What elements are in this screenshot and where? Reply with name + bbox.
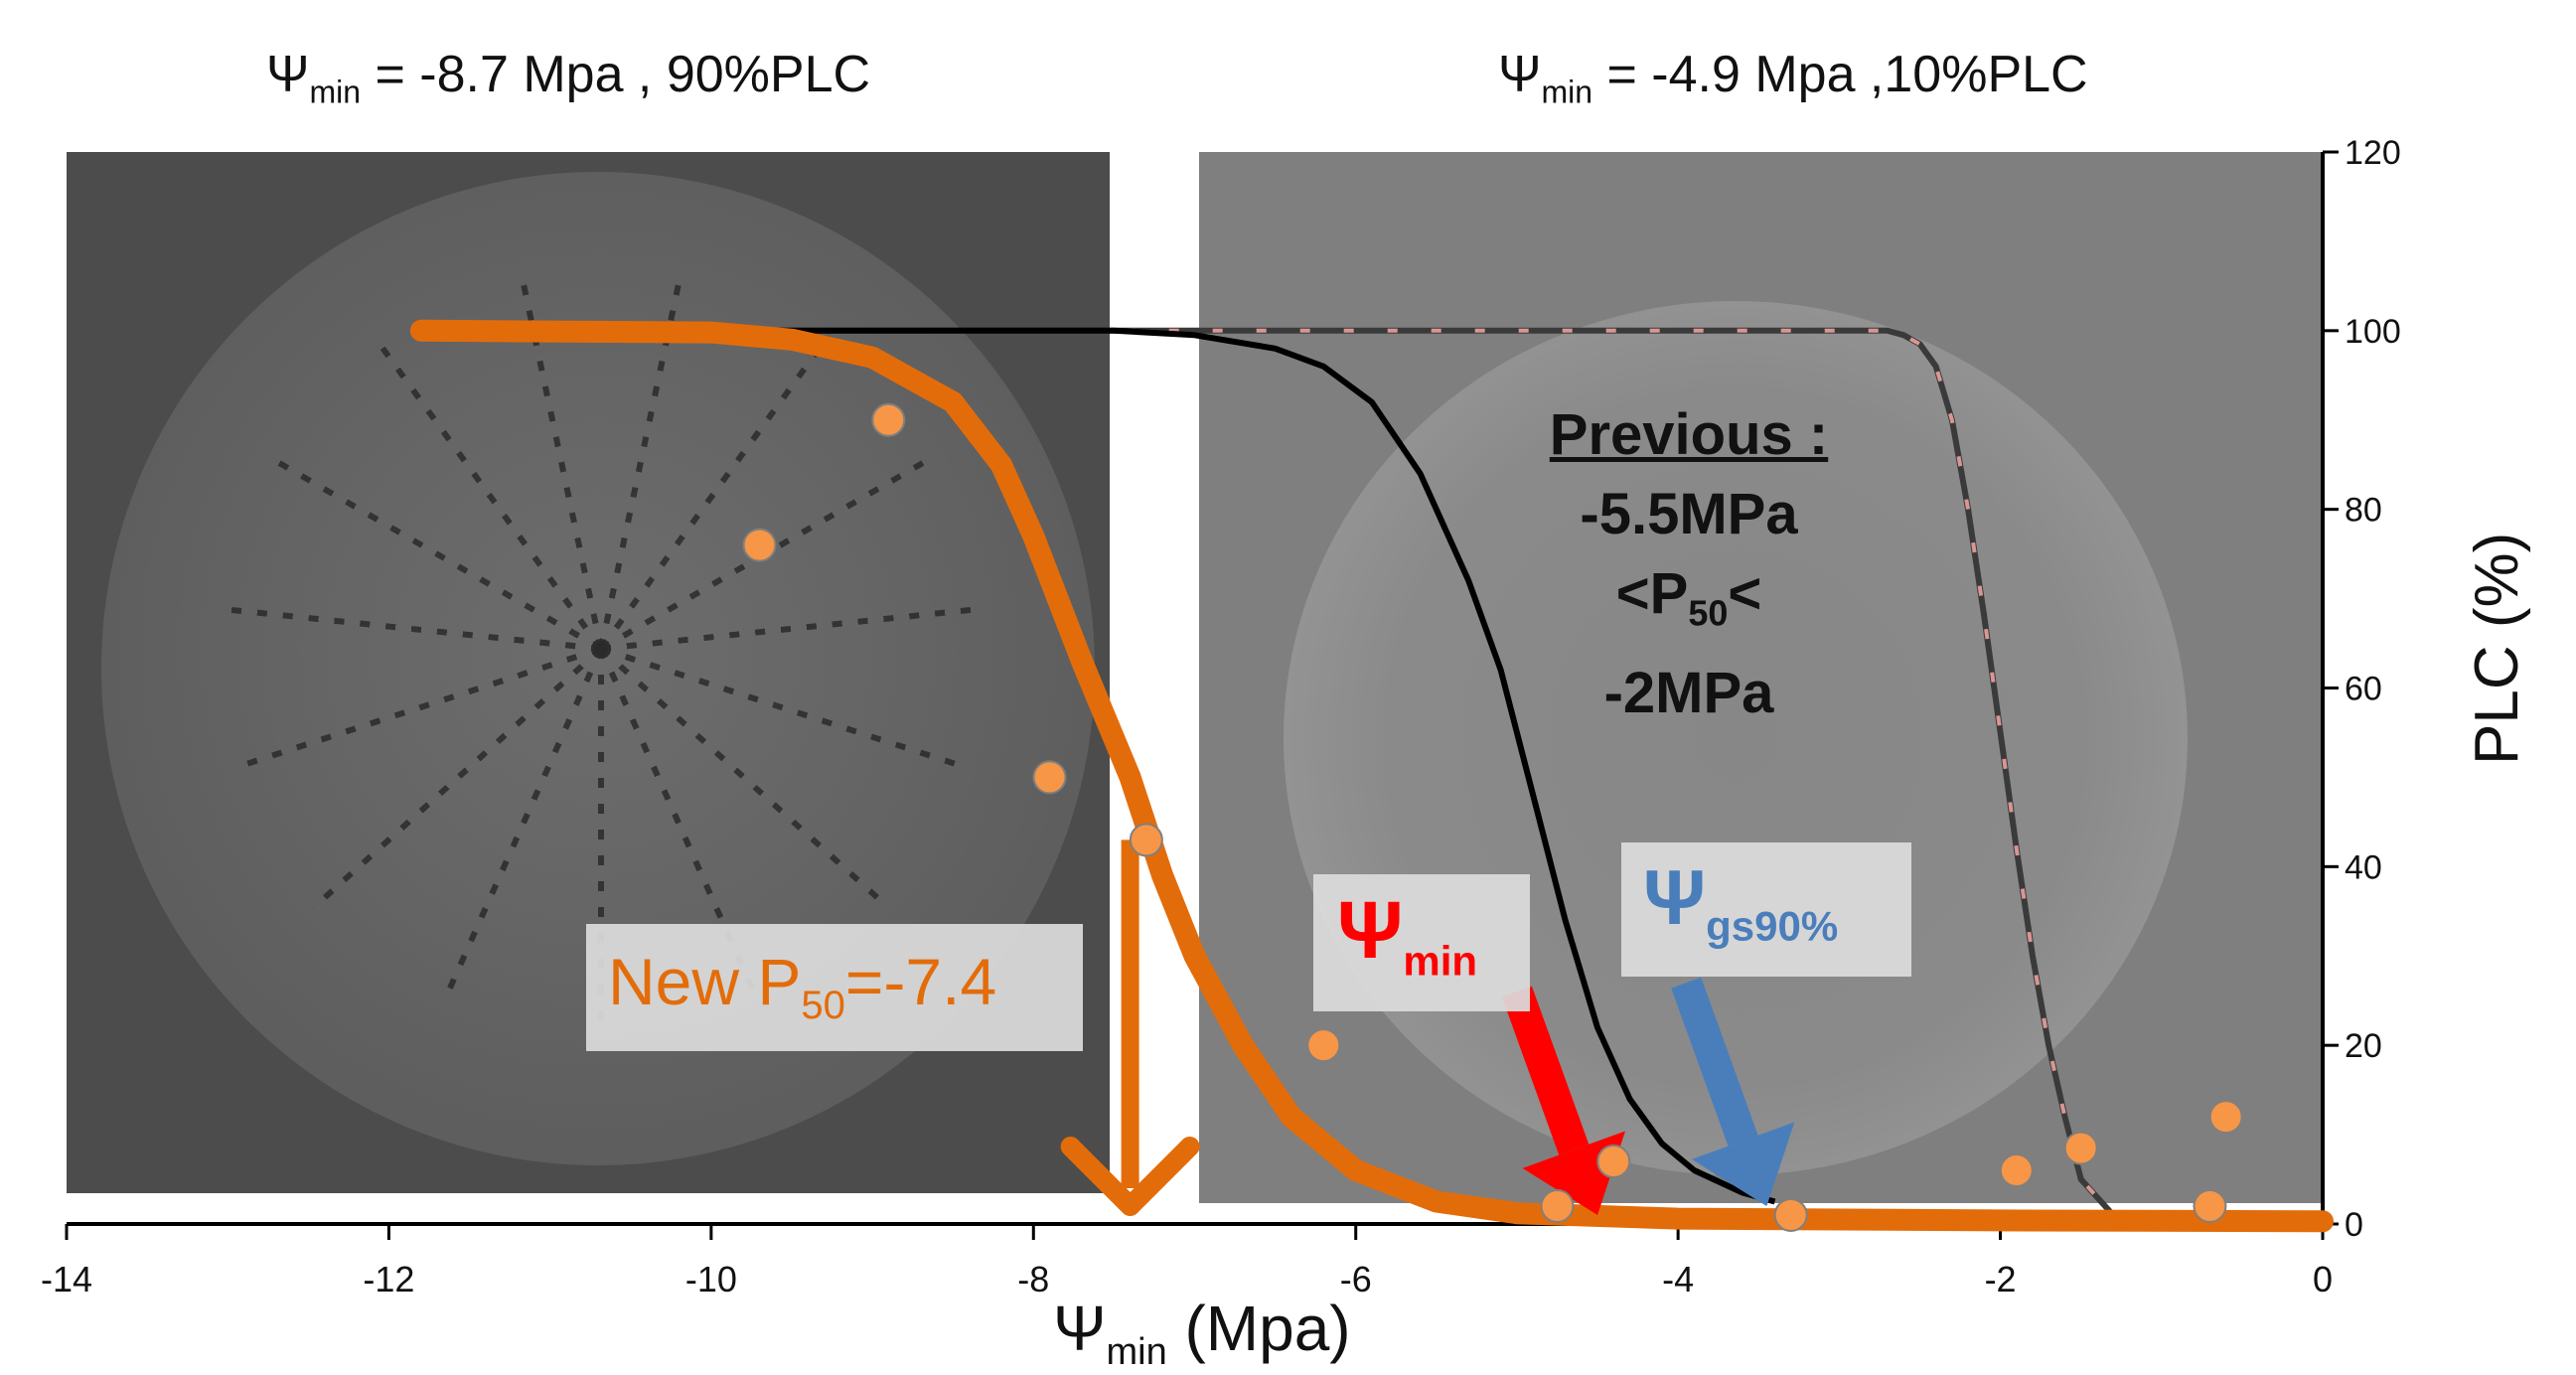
data-point bbox=[1306, 1028, 1341, 1063]
x-tick-label: -4 bbox=[1662, 1259, 1694, 1299]
psi-min-symbol: Ψ bbox=[1337, 885, 1404, 976]
vulnerability-curve-black bbox=[775, 327, 1776, 1205]
y-tick-label: 0 bbox=[2345, 1206, 2363, 1244]
caption-left-text: = -8.7 Mpa , 90%PLC bbox=[361, 46, 871, 103]
previous-p50-annotation: Previous : -5.5MPa <P50< -2MPa bbox=[1480, 395, 1897, 733]
psi-min-annotation: Ψmin bbox=[1313, 874, 1530, 1011]
vessel-ray bbox=[598, 649, 604, 1036]
x-axis-title: Ψmin (Mpa) bbox=[1053, 1292, 1351, 1374]
psi-min-sub: min bbox=[1403, 937, 1478, 985]
psi-gs90-arrow bbox=[1671, 977, 1758, 1146]
new-p50-value: =-7.4 bbox=[844, 945, 997, 1018]
x-tick-label: -8 bbox=[1017, 1259, 1049, 1299]
data-point bbox=[742, 528, 777, 562]
new-p50-annotation: New P50=-7.4 bbox=[586, 924, 1083, 1051]
x-tick-label: -10 bbox=[685, 1259, 737, 1299]
x-axis-title-symbol: Ψ bbox=[1053, 1293, 1107, 1364]
previous-title: Previous : bbox=[1549, 402, 1829, 467]
psi-gs90-arrow-head bbox=[1691, 1122, 1795, 1207]
xylem-cross-section-image-right bbox=[1199, 152, 2322, 1203]
caption-left: Ψmin = -8.7 Mpa , 90%PLC bbox=[266, 45, 870, 110]
new-p50-sub: 50 bbox=[801, 984, 845, 1028]
previous-line2-sub: 50 bbox=[1688, 592, 1729, 634]
x-axis-title-sub: min bbox=[1106, 1330, 1167, 1373]
previous-line1: -5.5MPa bbox=[1580, 482, 1798, 546]
x-tick-label: -6 bbox=[1340, 1259, 1372, 1299]
x-tick-label: -14 bbox=[41, 1259, 92, 1299]
data-point bbox=[1999, 1153, 2034, 1188]
x-tick-label: -2 bbox=[1985, 1259, 2017, 1299]
y-axis-title: PLC (%) bbox=[2463, 532, 2531, 765]
caption-right-symbol: Ψ bbox=[1498, 46, 1542, 103]
x-axis-title-unit: (Mpa) bbox=[1166, 1293, 1351, 1364]
data-point bbox=[1773, 1198, 1808, 1233]
y-tick-label: 20 bbox=[2345, 1027, 2382, 1065]
caption-right-text: = -4.9 Mpa ,10%PLC bbox=[1592, 46, 2088, 103]
y-tick-label: 100 bbox=[2345, 313, 2401, 351]
data-point bbox=[2208, 1100, 2243, 1135]
data-point bbox=[2193, 1189, 2227, 1224]
caption-right: Ψmin = -4.9 Mpa ,10%PLC bbox=[1498, 45, 2088, 110]
psi-gs90-annotation: Ψgs90% bbox=[1621, 842, 1911, 977]
y-tick-label: 60 bbox=[2345, 671, 2382, 708]
psi-gs90-symbol: Ψ bbox=[1643, 853, 1707, 941]
previous-line2-suffix: < bbox=[1728, 561, 1762, 626]
stem-cross-section-right bbox=[1284, 301, 2188, 1175]
data-point bbox=[871, 402, 906, 437]
previous-line3: -2MPa bbox=[1603, 660, 1774, 725]
caption-right-sub: min bbox=[1541, 74, 1593, 110]
caption-left-symbol: Ψ bbox=[266, 46, 310, 103]
psi-min-arrow bbox=[1501, 986, 1590, 1155]
data-point bbox=[1540, 1189, 1575, 1224]
y-tick-label: 40 bbox=[2345, 848, 2382, 886]
data-point bbox=[2063, 1131, 2098, 1165]
new-p50-prefix: New P bbox=[608, 945, 802, 1018]
caption-left-sub: min bbox=[309, 74, 362, 110]
previous-line2-prefix: <P bbox=[1615, 561, 1689, 626]
psi-gs90-sub: gs90% bbox=[1706, 902, 1839, 950]
data-point bbox=[1032, 760, 1067, 795]
x-tick-label: -12 bbox=[363, 1259, 414, 1299]
data-point bbox=[1129, 823, 1163, 857]
y-tick-label: 80 bbox=[2345, 492, 2382, 530]
y-tick-label: 120 bbox=[2345, 134, 2401, 172]
p50-shift-arrow-head bbox=[1060, 1137, 1200, 1217]
previous-line2: <P50< bbox=[1480, 554, 1897, 654]
data-point bbox=[1596, 1145, 1631, 1179]
x-tick-label: 0 bbox=[2313, 1259, 2333, 1299]
new-vulnerability-curve bbox=[409, 319, 2334, 1233]
